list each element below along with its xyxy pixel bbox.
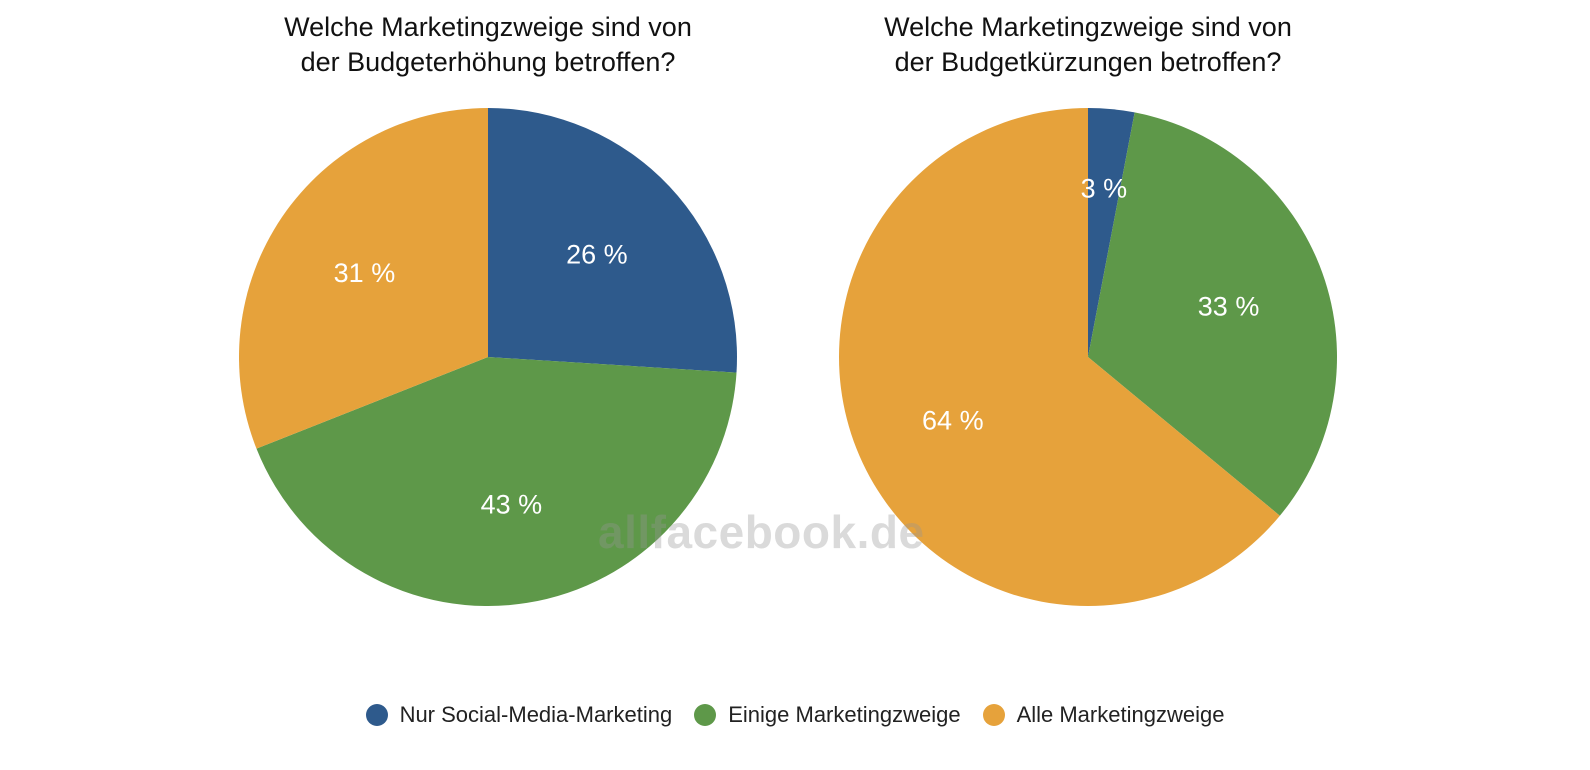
slice-data-label: 31 % xyxy=(334,258,396,288)
pie-slice-einige-marketingzweige xyxy=(1088,112,1337,516)
legend-swatch-orange xyxy=(982,704,1005,726)
slice-data-label: 26 % xyxy=(566,240,628,270)
pie-slice-nur-social-media-marketing xyxy=(1088,108,1135,357)
pie-chart-budgeterhoehung: Welche Marketingzweige sind von der Budg… xyxy=(238,12,737,606)
legend-label: Einige Marketingzweige xyxy=(728,702,961,727)
legend-swatch-green xyxy=(694,704,717,726)
pie-slice-einige-marketingzweige xyxy=(256,357,737,606)
legend-item-alle: Alle Marketingzweige xyxy=(982,702,1225,728)
legend-label: Nur Social-Media-Marketing xyxy=(399,702,673,727)
watermark: allfacebook.de xyxy=(598,506,925,558)
legend-swatch-blue xyxy=(365,704,388,726)
legend-item-nur-social-media: Nur Social-Media-Marketing xyxy=(365,702,673,728)
pie-slice-alle-marketingzweige xyxy=(238,108,488,449)
pie-chart-budgetkuerzungen: Welche Marketingzweige sind von der Budg… xyxy=(838,12,1337,606)
chart-title-line-1: Welche Marketingzweige sind von xyxy=(884,12,1292,42)
chart-title-line-1: Welche Marketingzweige sind von xyxy=(284,12,692,42)
pie-slice-alle-marketingzweige xyxy=(838,108,1280,606)
legend-label: Alle Marketingzweige xyxy=(1016,702,1225,727)
legend-item-einige: Einige Marketingzweige xyxy=(694,702,961,728)
slice-data-label: 64 % xyxy=(922,406,984,436)
slice-data-label: 33 % xyxy=(1198,291,1260,321)
slice-data-label: 3 % xyxy=(1081,173,1128,203)
legend: Nur Social-Media-Marketing Einige Market… xyxy=(0,702,1590,728)
chart-title-line-2: der Budgeterhöhung betroffen? xyxy=(301,47,676,77)
slice-data-label: 43 % xyxy=(481,490,543,520)
chart-title-line-2: der Budgetkürzungen betroffen? xyxy=(895,47,1282,77)
pie-slice-nur-social-media-marketing xyxy=(488,108,737,373)
